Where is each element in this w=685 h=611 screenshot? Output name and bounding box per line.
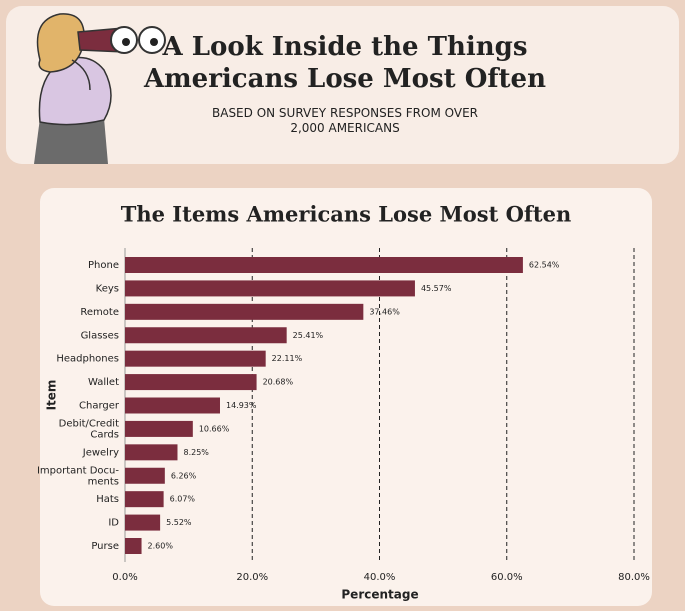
y-tick-label: Jewelry xyxy=(82,447,119,458)
bar xyxy=(125,374,257,391)
y-tick-label: Keys xyxy=(96,283,119,294)
value-label: 6.26% xyxy=(171,471,197,480)
y-tick-label: Phone xyxy=(88,260,119,271)
header-panel xyxy=(6,6,679,164)
bar xyxy=(125,257,523,273)
y-tick-label: Headphones xyxy=(56,354,119,365)
bar xyxy=(125,327,287,344)
y-tick-label: ID xyxy=(108,518,119,529)
y-tick-label: Important Docu-ments xyxy=(37,465,119,487)
bar xyxy=(125,491,164,508)
x-tick-label: 0.0% xyxy=(112,572,137,583)
bar xyxy=(125,467,165,484)
value-label: 20.68% xyxy=(263,378,294,387)
bar xyxy=(125,444,178,461)
value-label: 6.07% xyxy=(170,495,196,504)
value-label: 5.52% xyxy=(166,518,192,527)
x-tick-label: 60.0% xyxy=(491,572,523,583)
value-label: 8.25% xyxy=(183,448,209,457)
x-tick-label: 80.0% xyxy=(618,572,650,583)
bar xyxy=(125,303,364,320)
chart-title: The Items Americans Lose Most Often xyxy=(121,202,572,227)
value-label: 22.11% xyxy=(272,354,303,363)
y-tick-label: Hats xyxy=(96,494,119,505)
bar xyxy=(125,538,142,554)
y-tick-label: Purse xyxy=(91,541,119,552)
bar xyxy=(125,514,161,531)
value-label: 37.46% xyxy=(369,307,400,316)
y-tick-label: Glasses xyxy=(81,330,119,341)
x-axis-label: Percentage xyxy=(341,588,418,602)
x-tick-label: 40.0% xyxy=(364,572,396,583)
bar xyxy=(125,397,220,414)
y-axis-label: Item xyxy=(45,380,59,411)
value-label: 14.93% xyxy=(226,401,257,410)
illustration xyxy=(34,13,166,164)
y-tick-label: Charger xyxy=(79,401,120,412)
page-title: A Look Inside the Things Americans Lose M… xyxy=(143,32,546,94)
value-label: 62.54% xyxy=(529,261,560,270)
bar xyxy=(125,280,415,297)
x-tick-label: 20.0% xyxy=(236,572,268,583)
bar xyxy=(125,350,266,367)
y-tick-label: Debit/Credit Cards xyxy=(59,418,119,440)
y-tick-label: Wallet xyxy=(88,377,119,388)
y-tick-label: Remote xyxy=(80,307,119,318)
page-subtitle: BASED ON SURVEY RESPONSES FROM OVER 2,000… xyxy=(212,106,478,135)
value-label: 45.57% xyxy=(421,284,452,293)
bar xyxy=(125,420,193,437)
value-label: 2.60% xyxy=(148,542,174,551)
value-label: 25.41% xyxy=(293,331,324,340)
value-label: 10.66% xyxy=(199,424,230,433)
